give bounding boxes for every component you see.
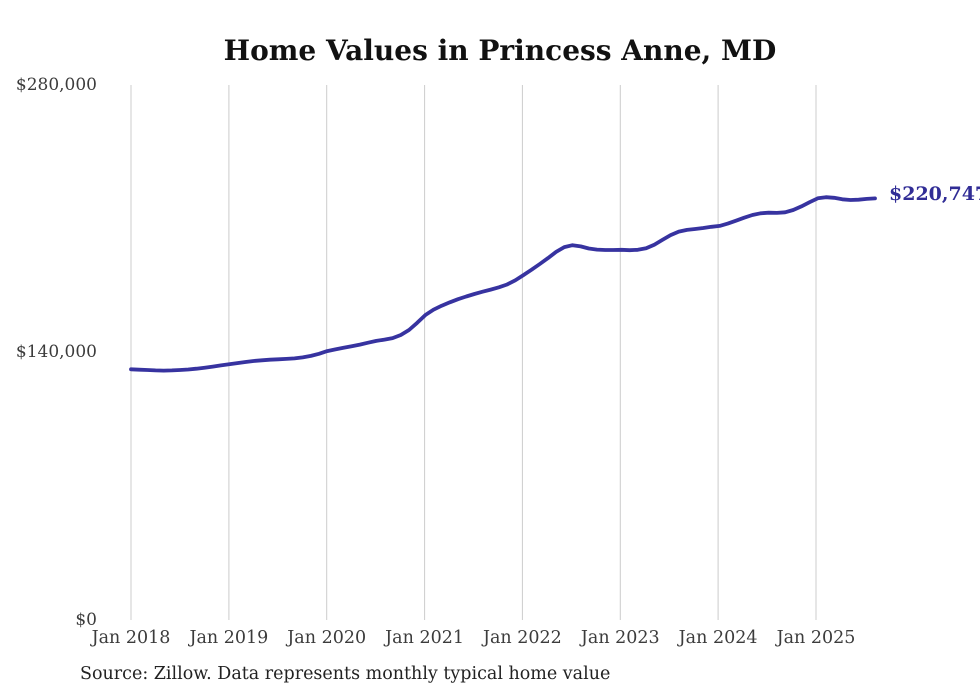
home-value-line-series xyxy=(129,195,877,373)
y-tick-label-0: $0 xyxy=(75,610,97,630)
x-tick-label-2019: Jan 2019 xyxy=(187,628,268,648)
x-tick-label-2025: Jan 2025 xyxy=(775,628,856,648)
x-tick-label-2021: Jan 2021 xyxy=(383,628,464,648)
x-tick-label-2024: Jan 2024 xyxy=(677,628,758,648)
latest-value-label: $220,747 xyxy=(889,183,980,205)
x-tick-label-2020: Jan 2020 xyxy=(285,628,366,648)
x-tick-label-2023: Jan 2023 xyxy=(579,628,660,648)
y-tick-label-140000: $140,000 xyxy=(16,342,97,362)
x-tick-label-2018: Jan 2018 xyxy=(90,628,171,648)
chart-title: Home Values in Princess Anne, MD xyxy=(224,34,777,67)
y-tick-label-280000: $280,000 xyxy=(16,75,97,95)
source-note: Source: Zillow. Data represents monthly … xyxy=(80,664,610,684)
x-tick-label-2022: Jan 2022 xyxy=(481,628,562,648)
gridline-group xyxy=(130,85,817,620)
